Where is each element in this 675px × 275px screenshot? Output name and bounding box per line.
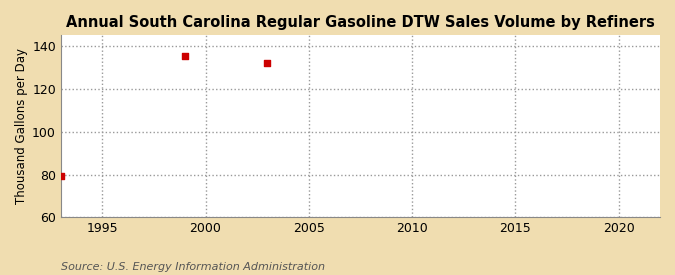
Point [262, 61, 273, 65]
Point [55, 174, 66, 178]
Point [180, 53, 190, 58]
Title: Annual South Carolina Regular Gasoline DTW Sales Volume by Refiners: Annual South Carolina Regular Gasoline D… [66, 15, 655, 30]
Y-axis label: Thousand Gallons per Day: Thousand Gallons per Day [15, 48, 28, 204]
Text: Source: U.S. Energy Information Administration: Source: U.S. Energy Information Administ… [61, 262, 325, 272]
